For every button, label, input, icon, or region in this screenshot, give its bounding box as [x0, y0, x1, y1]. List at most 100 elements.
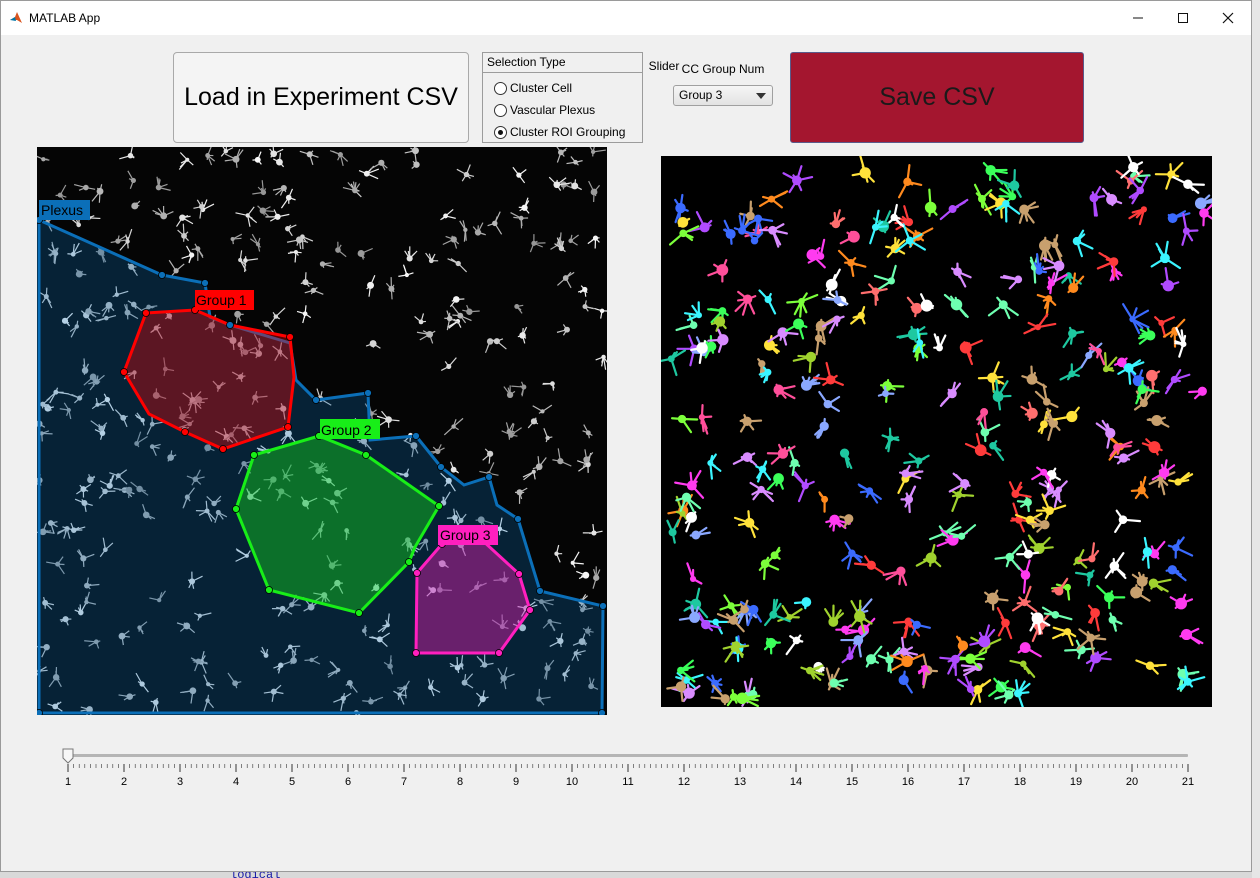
roi-vertex-handle[interactable]	[437, 463, 445, 471]
matlab-icon	[10, 12, 22, 23]
roi-vertex-handle[interactable]	[412, 649, 420, 657]
close-button[interactable]	[1205, 1, 1251, 35]
minimize-button[interactable]	[1115, 1, 1161, 35]
cell-shape	[180, 687, 197, 704]
roi-vertex-handle[interactable]	[201, 279, 209, 287]
cell-shape	[377, 613, 390, 633]
roi-vertex-handle[interactable]	[514, 515, 522, 523]
save-csv-button[interactable]: Save CSV	[790, 52, 1084, 143]
roi-vertex-handle[interactable]	[250, 451, 258, 459]
roi-vertex-handle[interactable]	[226, 321, 234, 329]
labeled-cell	[892, 636, 919, 661]
cell-shape	[414, 313, 426, 325]
cell-shape	[95, 314, 117, 322]
cell-shape	[542, 381, 555, 391]
cell-shape	[450, 461, 460, 474]
slider-tick-label: 1	[65, 776, 71, 788]
roi-vertex-handle[interactable]	[515, 570, 523, 578]
roi-vertex-handle[interactable]	[495, 649, 503, 657]
slider-track[interactable]: 1 2 3 4 5 6 7 8 9 10 11 12 13 14 15 16 17 18 19 20 21	[61, 746, 1201, 796]
roi-vertex-handle[interactable]	[158, 271, 166, 279]
cell-shape	[37, 155, 50, 162]
roi-vertex-handle[interactable]	[120, 368, 128, 376]
cell-shape	[371, 583, 380, 592]
slider-rail[interactable]	[68, 754, 1188, 757]
labeled-cell	[793, 471, 815, 503]
roi-vertex-handle[interactable]	[286, 333, 294, 341]
cc-group-dropdown[interactable]: Group 3	[673, 85, 773, 106]
labeled-cell	[897, 163, 923, 199]
cell-shape	[556, 324, 570, 336]
labeled-cell	[994, 200, 1021, 223]
cell-shape	[455, 510, 467, 529]
slider-control[interactable]: 1 2 3 4 5 6 7 8 9 10 11 12 13 14 15 16 17 18 19 20 21	[61, 746, 1201, 826]
cell-shape	[572, 633, 588, 646]
roi-vertex-handle[interactable]	[485, 473, 493, 481]
group3-roi[interactable]	[414, 538, 532, 655]
svg-text:Plexus: Plexus	[41, 202, 83, 218]
roi-vertex-handle[interactable]	[284, 423, 292, 431]
radio-vascular-plexus[interactable]: Vascular Plexus	[494, 102, 595, 118]
labeled-cell	[1176, 665, 1206, 691]
labeled-cell	[1096, 584, 1126, 610]
roi-vertex-handle[interactable]	[362, 451, 370, 459]
cell-shape	[419, 482, 433, 491]
group3-label: Group 3	[438, 525, 498, 545]
labeled-cell	[977, 361, 1005, 393]
roi-vertex-handle[interactable]	[37, 709, 43, 716]
roi-vertex-handle[interactable]	[181, 428, 189, 436]
roi-vertex-handle[interactable]	[526, 606, 534, 614]
labeled-cell	[839, 448, 853, 470]
labeled-cells-axes[interactable]	[661, 156, 1212, 707]
roi-vertex-handle[interactable]	[142, 309, 150, 317]
cell-shape	[570, 179, 582, 191]
roi-vertex-handle[interactable]	[412, 432, 420, 440]
roi-vertex-handle[interactable]	[599, 602, 607, 610]
roi-vertex-handle[interactable]	[405, 558, 413, 566]
radio-cluster-cell[interactable]: Cluster Cell	[494, 80, 572, 96]
labeled-cell	[829, 209, 846, 229]
roi-vertex-handle[interactable]	[536, 587, 544, 595]
roi-vertex-handle[interactable]	[219, 445, 227, 453]
roi-vertex-handle[interactable]	[312, 396, 320, 404]
cell-shape	[118, 693, 136, 701]
labeled-cell	[837, 249, 867, 278]
roi-vertex-handle[interactable]	[598, 709, 606, 716]
group2-roi[interactable]	[234, 434, 441, 615]
labeled-cell	[939, 381, 962, 407]
roi-vertex-handle[interactable]	[413, 569, 421, 577]
cell-shape	[533, 598, 555, 612]
load-csv-button[interactable]: Load in Experiment CSV	[173, 52, 469, 143]
cell-shape	[214, 509, 228, 524]
cell-shape	[393, 687, 407, 705]
cell-shape	[514, 303, 524, 314]
roi-vertex-handle[interactable]	[265, 586, 273, 594]
cell-shape	[369, 632, 391, 648]
cell-shape	[557, 271, 575, 289]
cell-shape	[99, 393, 115, 412]
roi-vertex-handle[interactable]	[435, 502, 443, 510]
radio-cluster-roi-grouping[interactable]: Cluster ROI Grouping	[494, 124, 625, 140]
cell-shape	[179, 406, 192, 420]
cell-shape	[127, 263, 138, 277]
cell-shape	[95, 244, 107, 263]
cell-shape	[595, 354, 607, 370]
maximize-button[interactable]	[1160, 1, 1206, 35]
cell-shape	[119, 147, 135, 160]
roi-vertex-handle[interactable]	[355, 609, 363, 617]
labeled-cell	[739, 414, 763, 433]
labeled-cell	[758, 366, 772, 384]
cell-shape	[85, 308, 101, 318]
slider-thumb[interactable]	[62, 748, 74, 764]
labeled-cell	[973, 183, 993, 216]
labeled-cell	[1114, 509, 1142, 533]
microscopy-image-axes[interactable]: Plexus Group 1 Group 2 Group 3	[37, 147, 607, 715]
roi-vertex-handle[interactable]	[232, 505, 240, 513]
cell-shape	[152, 388, 167, 400]
labeled-cell	[1101, 187, 1123, 207]
cell-shape	[527, 417, 539, 429]
roi-vertex-handle[interactable]	[364, 389, 372, 397]
labeled-cell	[710, 684, 730, 706]
labeled-cell	[1017, 642, 1042, 658]
cell-shape	[594, 307, 607, 319]
